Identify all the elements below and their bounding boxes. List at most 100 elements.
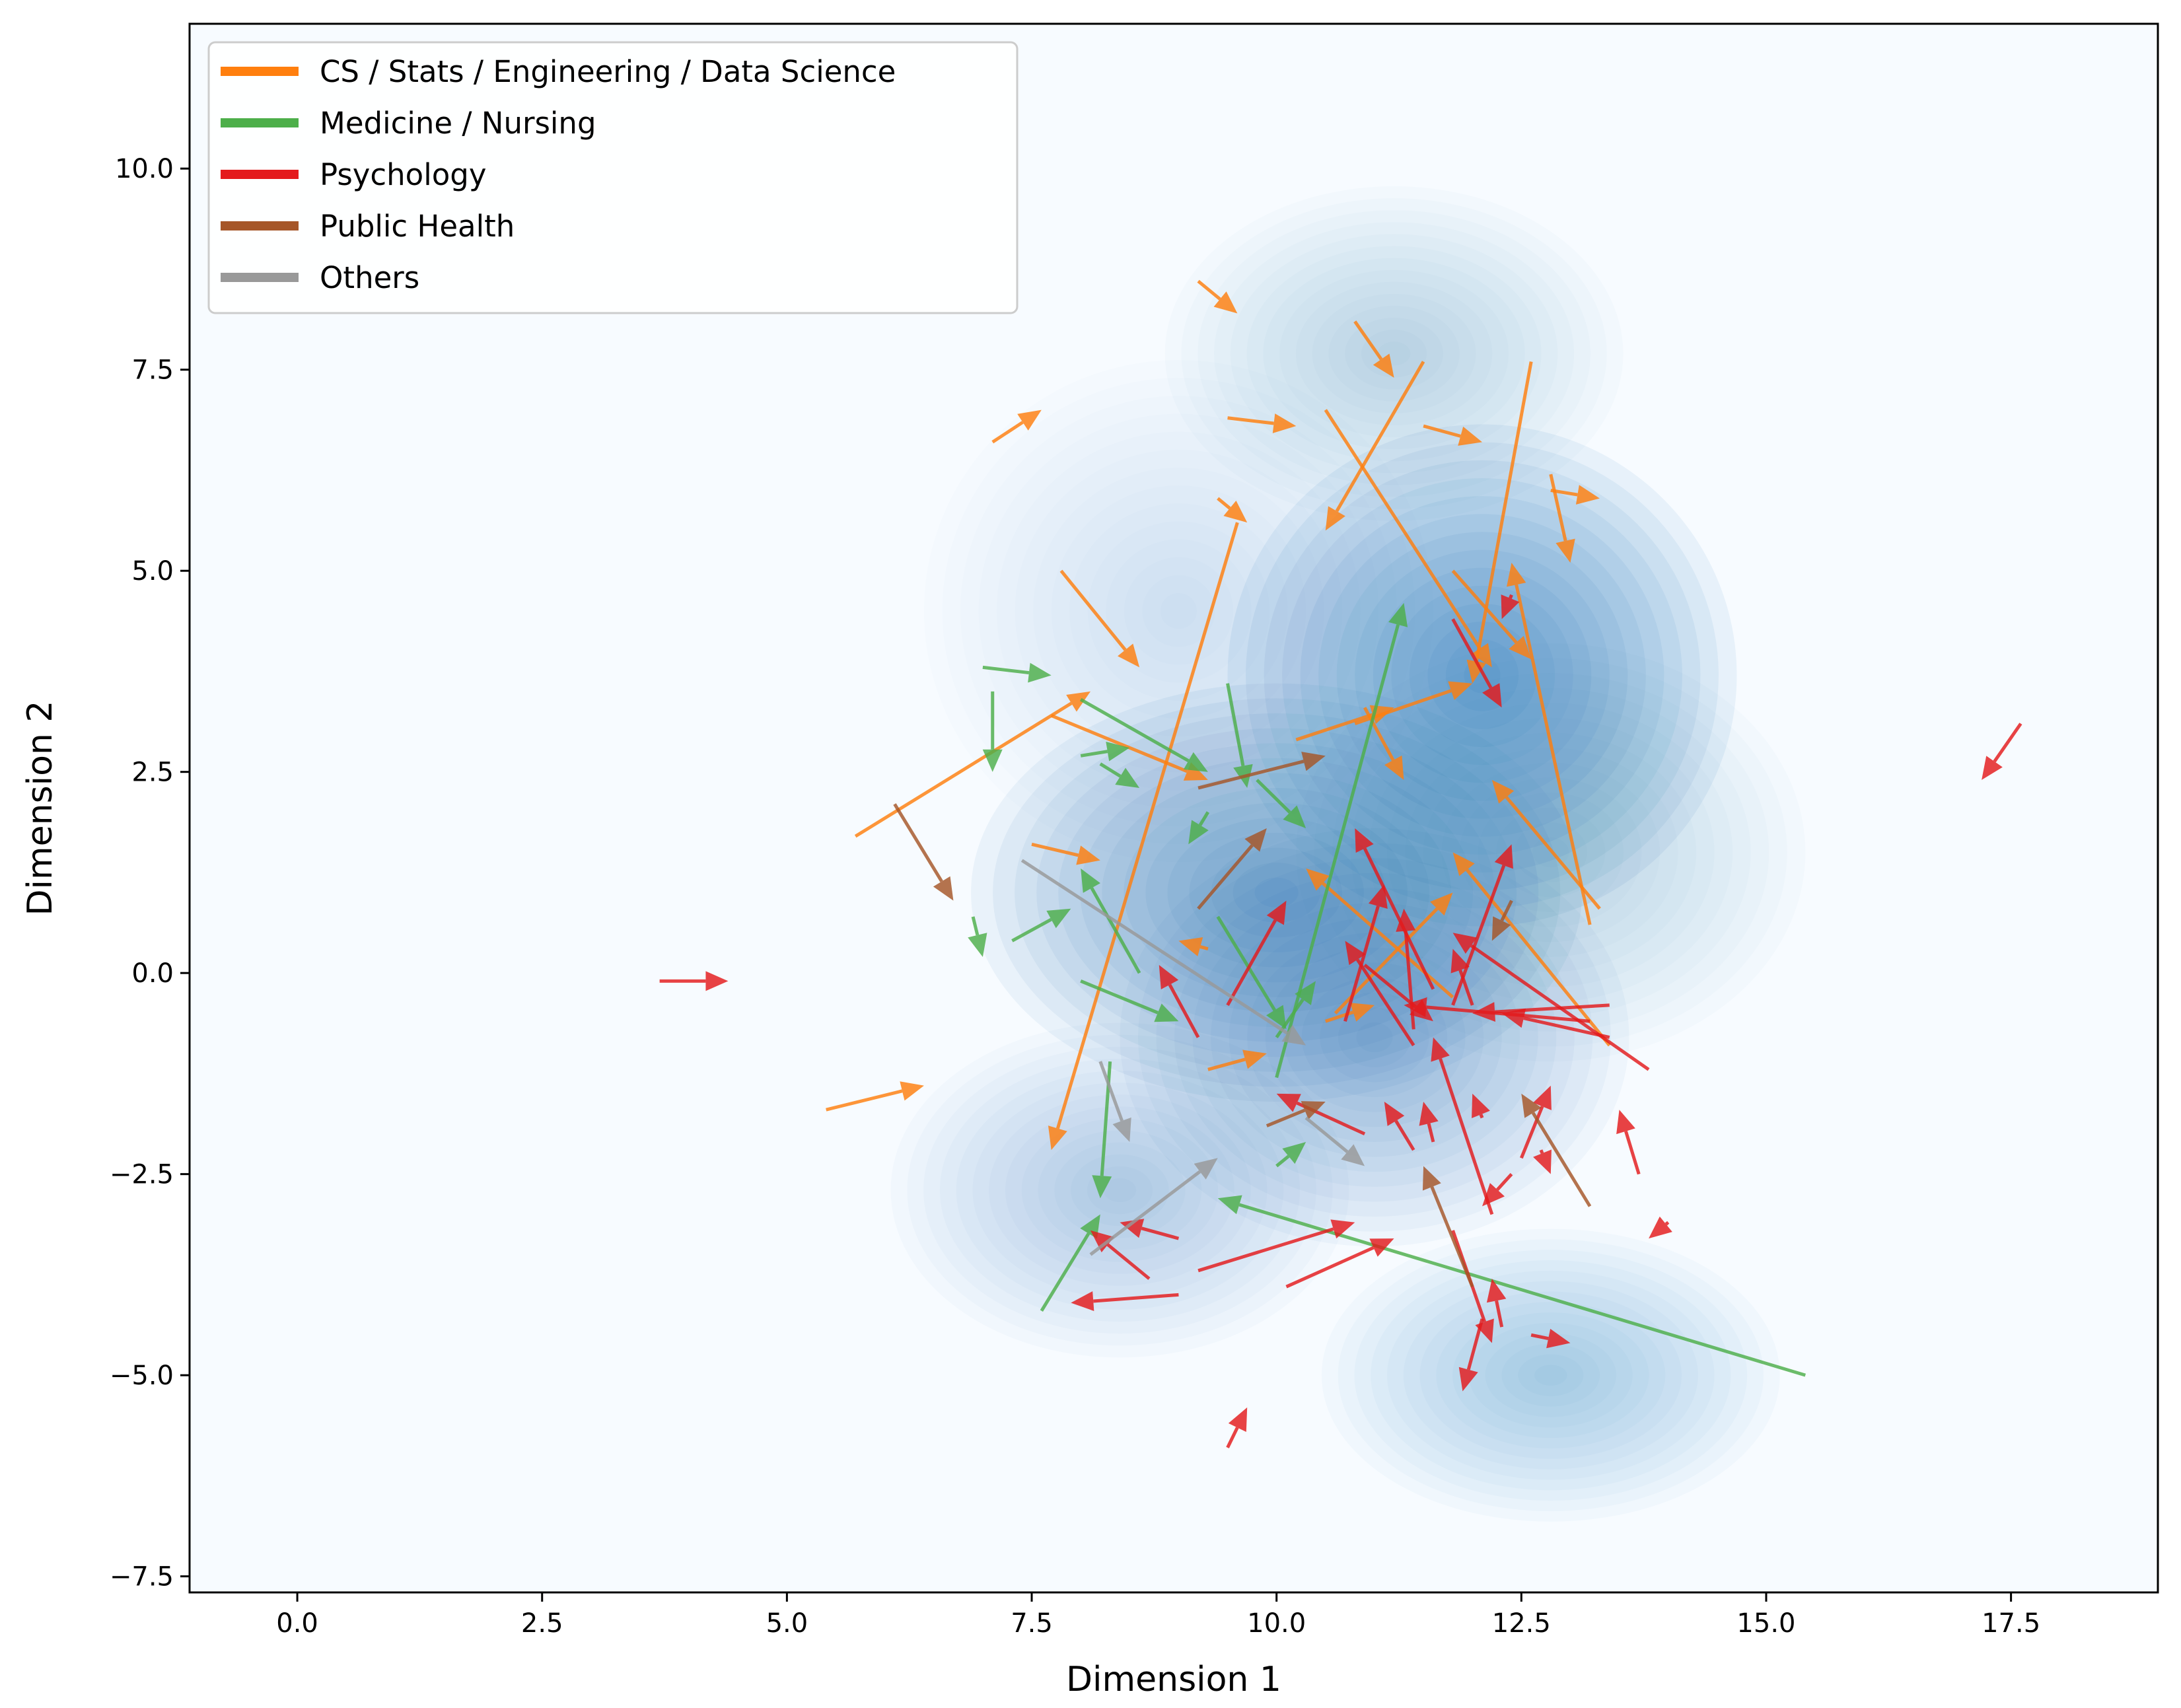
arrow bbox=[1178, 937, 1209, 956]
arrow bbox=[1533, 1149, 1552, 1174]
y-tick-label: 7.5 bbox=[131, 355, 174, 386]
arrow bbox=[1198, 1219, 1355, 1273]
arrow bbox=[1226, 1407, 1248, 1448]
arrow bbox=[1422, 1166, 1474, 1288]
arrow bbox=[1507, 563, 1592, 925]
density-contour bbox=[1356, 1022, 1392, 1052]
arrow bbox=[1450, 948, 1474, 1006]
y-tick-label: 0.0 bbox=[131, 958, 174, 989]
arrow bbox=[1451, 844, 1513, 1006]
density-contour bbox=[1254, 877, 1299, 908]
arrow bbox=[1355, 828, 1435, 990]
arrow bbox=[1217, 1195, 1806, 1377]
arrow bbox=[1305, 1116, 1365, 1166]
density-contour bbox=[1080, 758, 1474, 1027]
arrow-layer bbox=[659, 279, 2022, 1448]
arrow bbox=[982, 691, 1003, 772]
arrow bbox=[659, 971, 729, 991]
arrow bbox=[991, 409, 1042, 444]
arrow bbox=[1031, 842, 1100, 865]
x-axis-label: Dimension 1 bbox=[1066, 1660, 1281, 1699]
arrow bbox=[1071, 1291, 1179, 1311]
x-tick-label: 2.5 bbox=[521, 1608, 563, 1639]
density-contour bbox=[1145, 802, 1408, 983]
arrow bbox=[1198, 752, 1326, 790]
legend: CS / Stats / Engineering / Data Science M… bbox=[207, 41, 1019, 314]
density-contour bbox=[1534, 1365, 1567, 1386]
density-contour bbox=[1015, 713, 1539, 1072]
legend-label: CS / Stats / Engineering / Data Science bbox=[320, 54, 896, 89]
arrow bbox=[1090, 1230, 1151, 1280]
arrow bbox=[1188, 811, 1210, 845]
density-contour bbox=[993, 698, 1561, 1087]
y-axis-label: Dimension 2 bbox=[20, 700, 60, 915]
plot-frame bbox=[188, 22, 2159, 1594]
y-tick-label: 2.5 bbox=[131, 758, 174, 788]
y-tick-label: 5.0 bbox=[131, 556, 174, 587]
density-contour bbox=[1233, 863, 1320, 923]
arrow bbox=[1275, 1141, 1306, 1168]
density-contour bbox=[1036, 728, 1517, 1057]
x-tick-label: 15.0 bbox=[1736, 1608, 1795, 1639]
density-contour bbox=[1161, 593, 1197, 629]
y-tick-label: −5.0 bbox=[110, 1361, 174, 1391]
arrow bbox=[1616, 1110, 1641, 1175]
arrow bbox=[1306, 868, 1454, 999]
arrow bbox=[1207, 1050, 1267, 1071]
arrow bbox=[1521, 1093, 1592, 1207]
arrow bbox=[1345, 941, 1415, 1047]
arrow bbox=[1120, 1219, 1180, 1240]
arrow bbox=[1472, 1002, 1610, 1022]
arrow bbox=[1089, 1158, 1218, 1256]
density-contour bbox=[1167, 818, 1386, 968]
arrow bbox=[1080, 979, 1179, 1022]
arrow bbox=[826, 1081, 924, 1112]
arrow bbox=[1472, 1093, 1490, 1119]
arrow bbox=[1275, 602, 1408, 1079]
arrow bbox=[1048, 522, 1239, 1151]
x-axis-ticks: 0.0 2.5 5.0 7.5 10.0 12.5 15.0 17.5 bbox=[276, 1592, 2040, 1639]
arrow bbox=[1501, 594, 1520, 620]
legend-box bbox=[207, 41, 1019, 314]
arrow bbox=[1216, 915, 1287, 1030]
arrow bbox=[982, 662, 1052, 683]
arrow bbox=[1197, 828, 1267, 910]
arrow bbox=[1079, 697, 1208, 772]
arrow bbox=[1549, 474, 1575, 563]
arrow bbox=[1501, 1008, 1610, 1040]
legend-label: Public Health bbox=[320, 209, 515, 244]
x-tick-label: 10.0 bbox=[1247, 1608, 1306, 1639]
arrow bbox=[1466, 361, 1533, 684]
arrow bbox=[1982, 723, 2022, 780]
arrow bbox=[1491, 779, 1601, 910]
y-axis-ticks: −7.5 −5.0 −2.5 0.0 2.5 5.0 7.5 10.0 bbox=[110, 154, 190, 1592]
arrow bbox=[1486, 1279, 1507, 1328]
arrow bbox=[1431, 1037, 1494, 1215]
arrow bbox=[1482, 1172, 1513, 1207]
density-contour bbox=[1189, 832, 1364, 952]
y-tick-label: −2.5 bbox=[110, 1160, 174, 1190]
x-tick-label: 12.5 bbox=[1492, 1608, 1551, 1639]
arrow bbox=[1491, 900, 1513, 941]
arrow bbox=[1098, 1061, 1131, 1142]
arrow bbox=[1099, 762, 1140, 789]
x-tick-label: 17.5 bbox=[1982, 1608, 2040, 1639]
arrow bbox=[1227, 413, 1297, 433]
arrow bbox=[968, 916, 987, 957]
arrow bbox=[1649, 1216, 1672, 1239]
arrow bbox=[1266, 1101, 1326, 1127]
arrow bbox=[1451, 618, 1502, 708]
arrow bbox=[1324, 409, 1492, 668]
arrow bbox=[1419, 1102, 1439, 1143]
arrow bbox=[1159, 965, 1200, 1038]
legend-label: Psychology bbox=[320, 157, 486, 192]
arrow bbox=[1520, 1085, 1552, 1159]
arrow bbox=[1458, 1318, 1484, 1392]
arrow bbox=[1197, 279, 1238, 314]
arrow bbox=[854, 691, 1090, 838]
y-tick-label: −7.5 bbox=[110, 1562, 174, 1592]
x-tick-label: 5.0 bbox=[766, 1608, 808, 1639]
y-tick-label: 10.0 bbox=[115, 154, 174, 184]
legend-label: Others bbox=[320, 260, 419, 295]
